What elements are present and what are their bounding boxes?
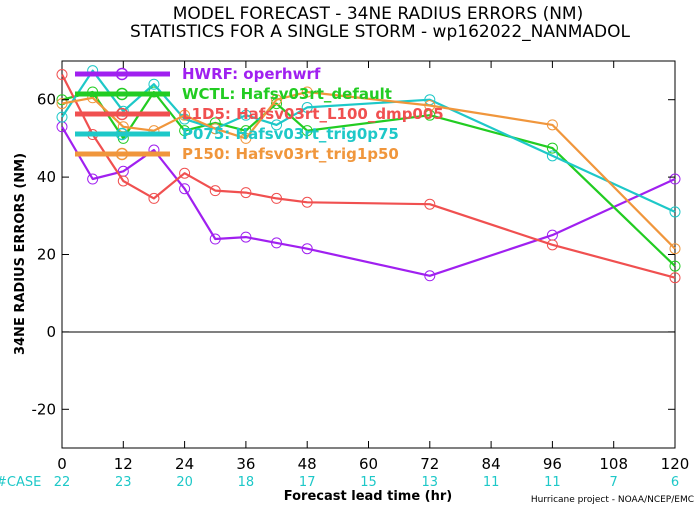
x-tick-label: 84 bbox=[482, 455, 501, 473]
data-point bbox=[240, 109, 252, 121]
data-point bbox=[301, 125, 313, 137]
legend-label: HWRF: operhwrf bbox=[182, 65, 321, 83]
legend-marker bbox=[115, 127, 129, 141]
data-point bbox=[117, 175, 129, 187]
legend: HWRF: operhwrf WCTL: Hafsv03rt_default L1D… bbox=[75, 65, 444, 163]
data-point bbox=[271, 192, 283, 204]
chart-subtitle: STATISTICS FOR A SINGLE STORM - wp162022… bbox=[130, 22, 630, 42]
y-tick-label: 20 bbox=[37, 246, 56, 264]
data-point bbox=[669, 260, 681, 272]
y-tick-label: 40 bbox=[37, 168, 56, 186]
data-point bbox=[301, 243, 313, 255]
data-point bbox=[669, 272, 681, 284]
data-point bbox=[424, 198, 436, 210]
data-point bbox=[56, 69, 68, 81]
case-count: 6 bbox=[671, 475, 679, 490]
data-point bbox=[669, 173, 681, 185]
data-point bbox=[546, 239, 558, 251]
x-tick-label: 108 bbox=[599, 455, 628, 473]
case-count: 7 bbox=[610, 475, 618, 490]
data-point bbox=[669, 243, 681, 255]
data-point bbox=[546, 142, 558, 154]
case-count: 18 bbox=[238, 475, 255, 490]
data-point bbox=[56, 111, 68, 123]
series-line bbox=[61, 90, 676, 250]
data-point bbox=[424, 270, 436, 282]
case-count: 20 bbox=[176, 475, 193, 490]
data-point bbox=[209, 233, 221, 245]
case-label: #CASE bbox=[0, 475, 41, 490]
x-axis-label: Forecast lead time (hr) bbox=[284, 489, 452, 504]
data-point bbox=[240, 187, 252, 199]
chart-title: MODEL FORECAST - 34NE RADIUS ERRORS (NM) bbox=[173, 4, 583, 24]
case-count: 11 bbox=[544, 475, 561, 490]
x-tick-label: 24 bbox=[175, 455, 194, 473]
data-point bbox=[179, 109, 191, 121]
data-point bbox=[209, 185, 221, 197]
data-point bbox=[179, 183, 191, 195]
data-point bbox=[240, 132, 252, 144]
case-count: 15 bbox=[360, 475, 377, 490]
legend-marker bbox=[115, 147, 129, 161]
axes: 0221223242036184817601572138411961110871… bbox=[32, 61, 690, 490]
data-point bbox=[179, 125, 191, 137]
data-point bbox=[179, 167, 191, 179]
data-point bbox=[240, 231, 252, 243]
y-tick-label: 60 bbox=[37, 91, 56, 109]
case-count: 13 bbox=[422, 475, 439, 490]
x-tick-label: 60 bbox=[359, 455, 378, 473]
y-tick-label: -20 bbox=[32, 400, 57, 418]
legend-label: P075: Hafsv03rt_trig0p75 bbox=[182, 125, 399, 143]
legend-label: P150: Hafsv03rt_trig1p50 bbox=[182, 145, 399, 163]
x-tick-label: 96 bbox=[543, 455, 562, 473]
legend-label: L1D5: Hafsv03rt_L100_dmp005 bbox=[182, 105, 444, 123]
case-count: 17 bbox=[299, 475, 316, 490]
y-tick-label: 0 bbox=[46, 323, 56, 341]
data-point bbox=[271, 119, 283, 131]
x-tick-label: 36 bbox=[236, 455, 255, 473]
data-point bbox=[87, 173, 99, 185]
data-point bbox=[271, 94, 283, 106]
x-tick-label: 48 bbox=[298, 455, 317, 473]
credit-text: Hurricane project - NOAA/NCEP/EMC bbox=[531, 495, 694, 505]
data-point bbox=[301, 86, 313, 98]
series-line bbox=[61, 73, 676, 279]
y-axis-label: 34NE RADIUS ERRORS (NM) bbox=[13, 153, 28, 355]
legend-label: WCTL: Hafsv03rt_default bbox=[182, 85, 392, 103]
data-point bbox=[301, 101, 313, 113]
data-point bbox=[148, 192, 160, 204]
data-point bbox=[179, 113, 191, 125]
x-tick-label: 120 bbox=[661, 455, 690, 473]
legend-marker bbox=[115, 107, 129, 121]
data-point bbox=[424, 100, 436, 112]
data-point bbox=[209, 123, 221, 135]
data-point bbox=[148, 78, 160, 90]
legend-marker bbox=[115, 87, 129, 101]
data-point bbox=[546, 119, 558, 131]
x-tick-label: 12 bbox=[114, 455, 133, 473]
data-point bbox=[271, 237, 283, 249]
case-count: 22 bbox=[54, 475, 71, 490]
data-point bbox=[546, 150, 558, 162]
x-tick-label: 0 bbox=[57, 455, 67, 473]
data-point bbox=[301, 196, 313, 208]
legend-marker bbox=[115, 67, 129, 81]
data-point bbox=[669, 206, 681, 218]
case-count: 11 bbox=[483, 475, 500, 490]
case-count: 23 bbox=[115, 475, 132, 490]
x-tick-label: 72 bbox=[420, 455, 439, 473]
data-point bbox=[56, 98, 68, 110]
series-layer bbox=[56, 65, 681, 284]
